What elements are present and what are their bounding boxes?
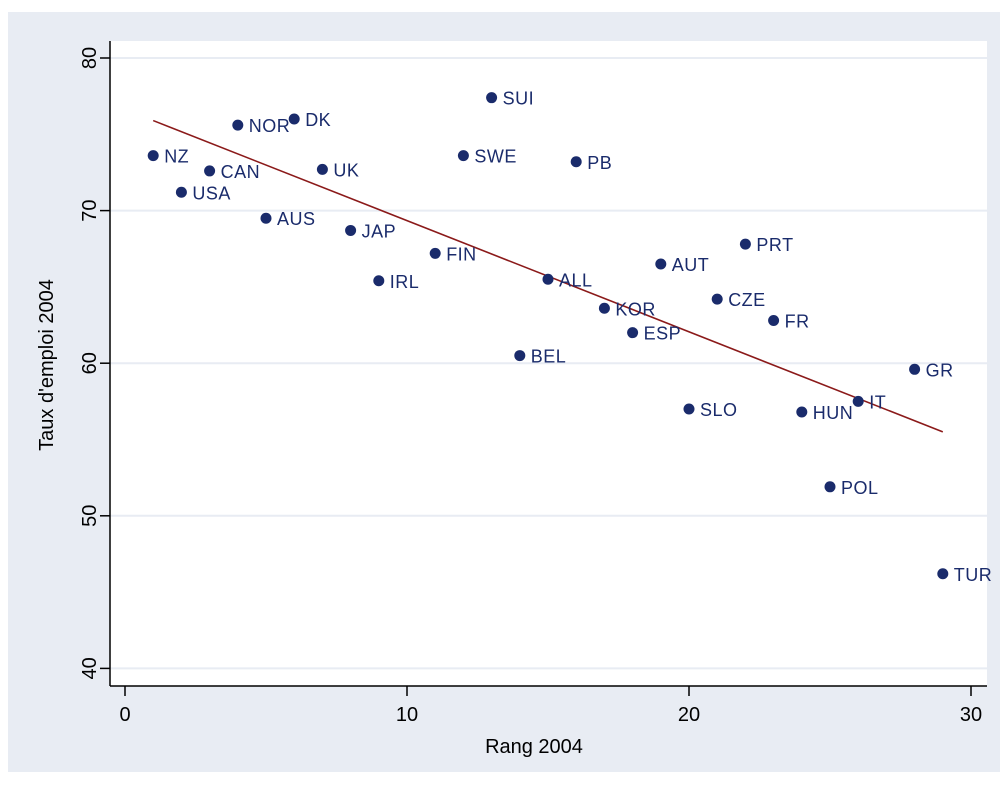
point-label-slo: SLO [700,400,738,420]
point-label-bel: BEL [531,347,567,367]
point-label-swe: SWE [474,147,517,167]
y-tick-label-50: 50 [79,505,101,527]
point-jap [345,224,357,236]
point-label-uk: UK [333,160,359,180]
point-label-prt: PRT [756,235,793,255]
point-label-fr: FR [785,311,810,331]
point-label-pol: POL [841,478,879,498]
point-usa [175,186,187,198]
y-tick-label-80: 80 [79,47,101,69]
points-layer [147,92,949,580]
point-label-tur: TUR [954,565,993,585]
point-label-aut: AUT [672,255,710,275]
point-label-pb: PB [587,153,612,173]
point-label-gr: GR [926,360,954,380]
point-slo [683,403,695,415]
point-label-hun: HUN [813,403,854,423]
point-irl [373,275,385,287]
point-dk [288,113,300,125]
x-tick-label-10: 10 [396,704,418,726]
point-aus [260,212,272,224]
point-label-cze: CZE [728,290,766,310]
axes-layer: 40 50 60 70 80 0 10 20 30 [79,41,987,726]
point-label-fin: FIN [446,244,477,264]
point-label-it: IT [869,392,886,412]
point-label-sui: SUI [503,89,535,109]
point-label-dk: DK [305,110,331,130]
point-label-nor: NOR [249,116,290,136]
point-fr [768,314,780,326]
point-aut [655,258,667,270]
y-tick-label-70: 70 [79,199,101,221]
x-tick-label-0: 0 [119,704,130,726]
point-all [542,273,554,285]
point-label-kor: KOR [615,299,656,319]
x-axis-title: Rang 2004 [485,736,583,758]
x-tick-label-30: 30 [960,704,982,726]
point-label-esp: ESP [644,324,682,344]
point-uk [316,163,328,175]
point-it [852,395,864,407]
point-kor [598,302,610,314]
point-swe [457,150,469,162]
point-sui [486,92,498,104]
point-label-all: ALL [559,270,593,290]
point-label-can: CAN [221,162,261,182]
point-label-jap: JAP [362,221,397,241]
point-esp [627,327,639,339]
point-nor [232,119,244,131]
point-label-irl: IRL [390,272,420,292]
point-bel [514,350,526,362]
point-cze [711,293,723,305]
y-tick-label-60: 60 [79,352,101,374]
point-hun [796,406,808,418]
point-prt [739,238,751,250]
point-gr [909,363,921,375]
y-tick-label-40: 40 [79,657,101,679]
point-label-aus: AUS [277,209,316,229]
grid-layer [110,57,987,670]
point-tur [937,568,949,580]
point-fin [429,247,441,259]
point-label-nz: NZ [164,147,189,167]
y-axis-title: Taux d'emploi 2004 [36,279,58,451]
x-tick-label-20: 20 [678,704,700,726]
point-label-usa: USA [192,183,231,203]
point-can [204,165,216,177]
point-nz [147,150,159,162]
point-pol [824,481,836,493]
point-pb [570,156,582,168]
